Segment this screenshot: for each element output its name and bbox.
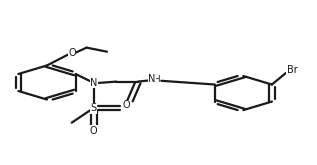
- Text: S: S: [91, 103, 97, 113]
- Text: O: O: [123, 100, 131, 110]
- Text: O: O: [90, 126, 98, 136]
- Text: N: N: [148, 74, 156, 84]
- Text: H: H: [153, 75, 160, 84]
- Text: Br: Br: [287, 65, 298, 75]
- Text: N: N: [90, 78, 97, 88]
- Text: O: O: [123, 103, 130, 113]
- Text: O: O: [68, 48, 76, 58]
